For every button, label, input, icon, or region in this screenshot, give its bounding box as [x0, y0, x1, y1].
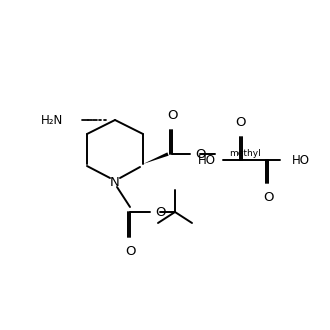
Text: O: O — [155, 206, 166, 218]
Text: HO: HO — [292, 153, 310, 167]
Text: O: O — [263, 191, 273, 204]
Text: O: O — [125, 245, 135, 258]
Text: N: N — [110, 176, 120, 188]
Text: O: O — [168, 109, 178, 122]
Text: methyl: methyl — [229, 149, 261, 158]
Text: HO: HO — [198, 153, 216, 167]
Text: H₂N: H₂N — [41, 114, 63, 126]
Text: O: O — [195, 148, 206, 160]
Text: O: O — [235, 116, 245, 129]
Polygon shape — [143, 152, 169, 164]
